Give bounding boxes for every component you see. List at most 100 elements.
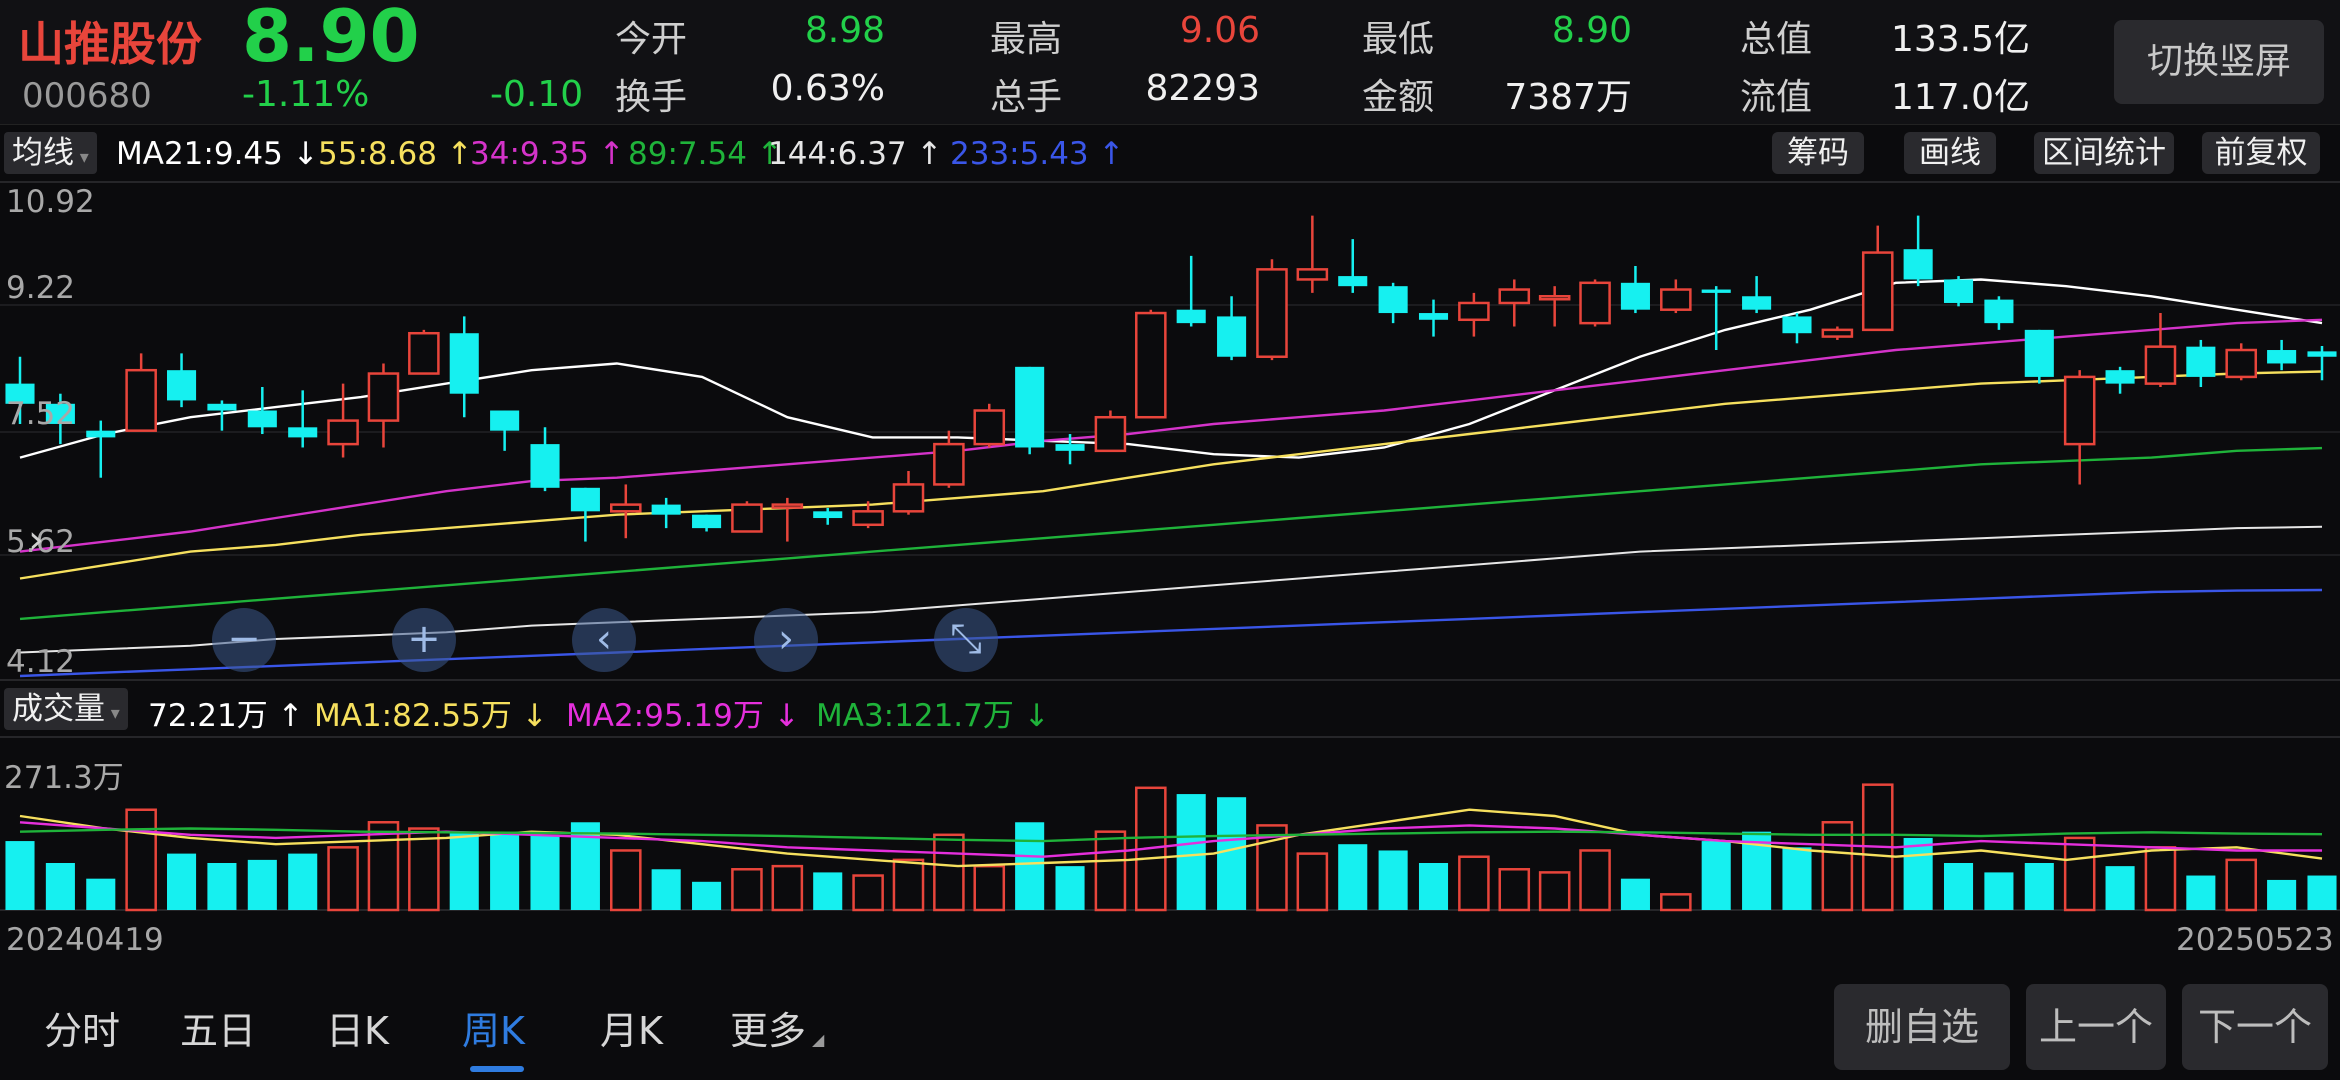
candle-body <box>1943 279 1974 303</box>
change-percent: -1.11% <box>242 74 370 115</box>
candle-body <box>1338 276 1368 287</box>
volume-bar <box>892 858 925 912</box>
tab-5[interactable]: 更多 <box>730 1009 807 1053</box>
volume-bar <box>610 849 642 912</box>
volume-bar <box>933 833 965 912</box>
volume-bar <box>5 841 35 910</box>
candle-body <box>1256 268 1288 358</box>
volume-bar <box>973 864 1006 912</box>
volume-bar <box>167 853 197 910</box>
remove-watchlist-button[interactable]: 删自选 <box>1834 984 2010 1070</box>
switch-portrait-button[interactable]: 切换竖屏 <box>2114 20 2324 104</box>
candle-body <box>207 403 237 411</box>
candle-body <box>167 370 197 401</box>
tab-0[interactable]: 分时 <box>44 1009 121 1053</box>
volume-bar <box>86 878 116 910</box>
chevron-left-icon[interactable]: ‹ <box>572 608 636 672</box>
tab-1[interactable]: 五日 <box>180 1009 257 1053</box>
volume-bar <box>2144 846 2177 912</box>
shrink-icon[interactable]: ⤡ <box>934 608 998 672</box>
volume-bar <box>2307 875 2337 910</box>
candle-body <box>1579 281 1611 325</box>
quote-value: 8.98 <box>804 10 885 51</box>
candle-body <box>651 504 681 515</box>
quote-value: 0.63% <box>770 68 885 109</box>
candle-body <box>408 331 440 375</box>
volume-ma-ma3 <box>19 827 2323 843</box>
volume-bar <box>2024 863 2054 910</box>
ma-line-ma89 <box>19 446 2323 621</box>
ma-legend-item: 233:5.43 ↑ <box>950 136 1125 172</box>
candle-body <box>1861 251 1894 332</box>
volume-ma-ma1 <box>19 808 2323 868</box>
price-axis-label: 4.12 <box>6 644 76 680</box>
candle-body <box>570 487 600 512</box>
quote-label: 最高 <box>990 19 1063 60</box>
ma-line-ma233 <box>19 588 2323 678</box>
more-caret-icon: ◢ <box>812 1030 825 1049</box>
candle-body <box>2186 346 2216 377</box>
chips-button[interactable]: 筹码 <box>1772 132 1864 174</box>
quote-label: 流值 <box>1740 77 1813 118</box>
candle-body <box>1176 309 1206 324</box>
candle-body <box>1984 299 2014 324</box>
volume-bar <box>2105 866 2135 910</box>
quote-label: 总值 <box>1740 19 1813 60</box>
next-button[interactable]: 下一个 <box>2182 984 2328 1070</box>
quote-label: 换手 <box>615 77 688 118</box>
candle-body <box>1782 316 1812 334</box>
range-stats-button[interactable]: 区间统计 <box>2034 132 2174 174</box>
volume-bar <box>247 859 277 910</box>
collapse-arrow-icon[interactable]: › <box>28 517 44 563</box>
quote-value: 133.5亿 <box>1890 19 2030 60</box>
zoom-in-icon[interactable]: + <box>392 608 456 672</box>
volume-selector[interactable]: 成交量 ▾ <box>4 688 128 730</box>
candle-body <box>1378 286 1408 314</box>
volume-bar <box>2063 836 2096 912</box>
price-axis-label: 9.22 <box>6 270 76 306</box>
candle-body <box>86 430 116 438</box>
previous-button[interactable]: 上一个 <box>2026 984 2166 1070</box>
quote-value: 7387万 <box>1504 77 1632 118</box>
volume-ma-ma2 <box>19 821 2322 858</box>
ma-selector[interactable]: 均线 ▾ <box>4 132 97 174</box>
volume-bar <box>2267 879 2297 910</box>
quote-header: 山推股份 000680 8.90 -1.11% -0.10 今开 8.98 最高 9.… <box>0 0 2340 125</box>
candle-body <box>2307 351 2337 357</box>
volume-bar <box>2186 875 2216 910</box>
candle-body <box>1742 296 1772 310</box>
tab-2[interactable]: 日K <box>326 1009 389 1053</box>
draw-line-button[interactable]: 画线 <box>1904 132 1996 174</box>
candle-body <box>449 333 479 394</box>
tab-3[interactable]: 周K <box>462 1009 525 1053</box>
stock-code: 000680 <box>22 76 152 116</box>
volume-bar <box>692 881 722 910</box>
volume-bar <box>1378 850 1408 910</box>
candle-body <box>1903 249 1933 280</box>
volume-bar <box>2225 858 2258 912</box>
chevron-down-icon: ▾ <box>74 147 89 168</box>
volume-selector-label: 成交量 <box>12 691 105 727</box>
candle-body <box>1094 415 1127 453</box>
stock-name[interactable]: 山推股份 <box>18 17 202 71</box>
candle-body <box>2105 370 2135 384</box>
change-amount: -0.10 <box>490 74 584 115</box>
candle-body <box>1821 328 1854 338</box>
candle-body <box>892 483 925 513</box>
candle-body <box>933 442 965 486</box>
volume-bar <box>367 821 400 912</box>
candle-body <box>813 511 843 519</box>
tab-4[interactable]: 月K <box>600 1009 663 1053</box>
volume-bar <box>1943 863 1974 910</box>
volume-legend-item: 72.21万 ↑ <box>148 698 304 734</box>
adjust-mode-button[interactable]: 前复权 <box>2202 132 2320 174</box>
volume-bar <box>1538 871 1571 912</box>
zoom-out-icon[interactable]: − <box>212 608 276 672</box>
volume-bar <box>1176 794 1206 910</box>
volume-bar <box>1620 878 1650 910</box>
chevron-down-icon: ▾ <box>105 703 120 724</box>
quote-value: 117.0亿 <box>1890 77 2030 118</box>
candle-body <box>1620 282 1650 310</box>
chevron-right-icon[interactable]: › <box>754 608 818 672</box>
